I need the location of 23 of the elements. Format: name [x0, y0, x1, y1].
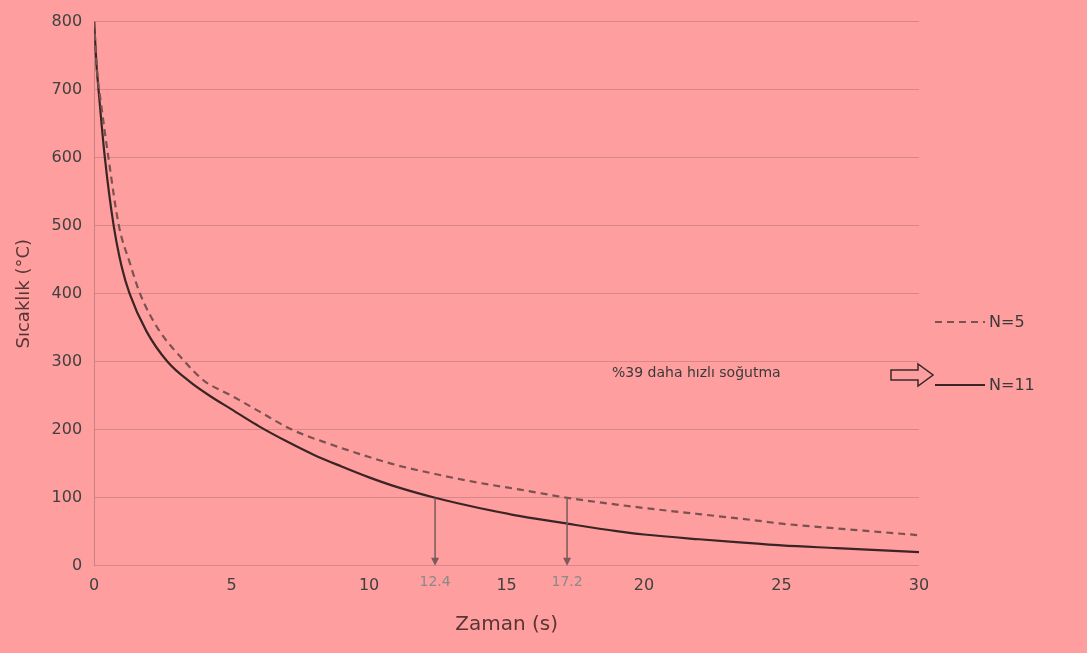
x-axis-title: Zaman (s): [455, 611, 558, 636]
y-tick-label: 400: [51, 282, 83, 302]
legend-label: N=11: [989, 375, 1035, 394]
y-axis-title: Sıcaklık (°C): [12, 238, 34, 349]
x-tick-label: 10: [358, 574, 380, 594]
x-tick-label: 25: [771, 574, 792, 594]
y-tick-label: 200: [51, 418, 83, 438]
y-tick-label: 500: [51, 214, 83, 234]
x-tick-label: 0: [89, 574, 100, 594]
y-tick-label: 0: [71, 554, 83, 574]
y-tick-label: 600: [51, 146, 83, 166]
x-tick-label: 30: [908, 574, 930, 594]
x-tick-label: 20: [633, 574, 655, 594]
legend-label: N=5: [989, 312, 1025, 331]
y-tick-label: 100: [51, 486, 83, 506]
annotation: %39 daha hızlı soğutma: [612, 364, 781, 380]
x-tick-label: 5: [226, 574, 237, 594]
annotation: 17.2: [551, 573, 583, 590]
y-tick-label: 700: [51, 78, 83, 98]
annotation: 12.4: [419, 573, 451, 590]
y-tick-label: 800: [51, 10, 83, 30]
y-tick-label: 300: [51, 350, 83, 370]
x-tick-label: 15: [496, 574, 517, 594]
